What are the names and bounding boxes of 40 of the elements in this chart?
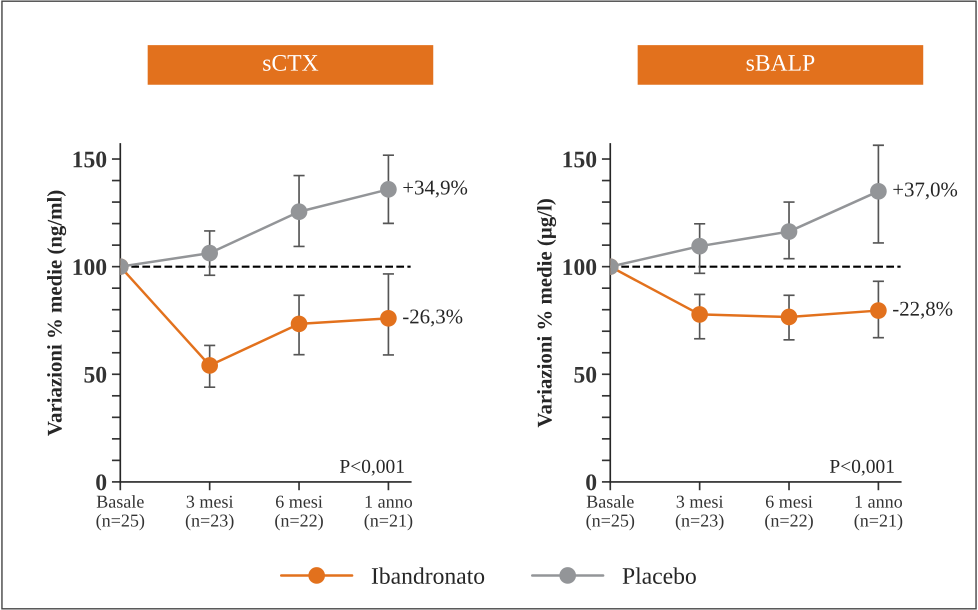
chart-title: sBALP xyxy=(746,55,814,71)
point xyxy=(691,306,708,323)
annotation: P<0,001 xyxy=(830,460,894,476)
y-axis-title: Variazioni % medie (µg/l) xyxy=(537,199,556,428)
point xyxy=(691,238,708,255)
point xyxy=(290,203,308,220)
point xyxy=(201,244,218,262)
annotation: +37,0% xyxy=(893,182,958,200)
y-tick-label: 0 xyxy=(586,474,596,490)
x-tick-label: 1 anno (n=21) xyxy=(854,496,902,530)
y-tick-label: 150 xyxy=(564,152,596,168)
point xyxy=(870,302,887,319)
x-tick-label: 6 mesi (n=22) xyxy=(765,496,813,530)
point xyxy=(870,182,887,200)
y-tick-label: 50 xyxy=(574,366,596,383)
point xyxy=(290,316,308,332)
point xyxy=(780,308,798,326)
x-tick-label: 3 mesi (n=23) xyxy=(676,496,724,530)
point xyxy=(201,357,218,374)
annotation: -22,8% xyxy=(893,302,952,319)
x-tick-label: Basale (n=25) xyxy=(586,495,634,530)
point xyxy=(380,181,397,198)
y-tick-label: 150 xyxy=(74,152,106,168)
y-tick-label: 0 xyxy=(96,474,106,490)
x-tick-label: 6 mesi (n=22) xyxy=(275,496,323,530)
legend-label: Placebo xyxy=(622,567,696,584)
x-tick-label: 1 anno (n=21) xyxy=(364,496,412,530)
y-tick-label: 100 xyxy=(564,259,596,276)
annotation: -26,3% xyxy=(403,309,462,327)
chart-title: sCTX xyxy=(263,55,318,71)
x-tick-label: 3 mesi (n=23) xyxy=(186,496,234,530)
annotation: +34,9% xyxy=(403,180,468,198)
y-tick-label: 100 xyxy=(74,259,106,276)
point xyxy=(380,310,397,327)
y-tick-label: 50 xyxy=(84,366,106,383)
x-tick-label: Basale (n=25) xyxy=(96,495,144,530)
legend-label: Ibandronato xyxy=(372,567,484,584)
y-axis-title: Variazioni % medie (ng/ml) xyxy=(47,190,66,436)
point xyxy=(780,223,798,240)
annotation: P<0,001 xyxy=(340,460,404,476)
